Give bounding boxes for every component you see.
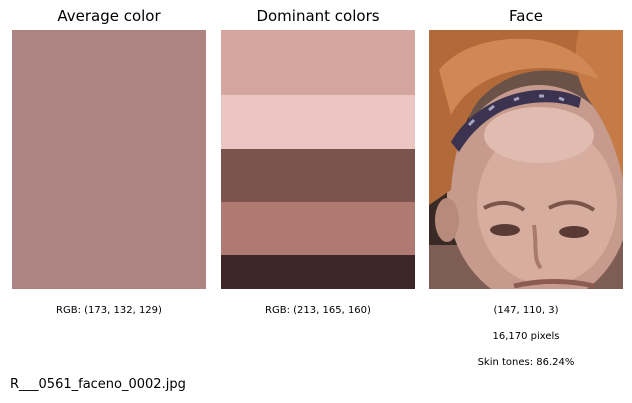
dominant-colors-title: Dominant colors [256,7,380,25]
dominant-color-band [221,202,415,255]
dominant-color-band [221,255,415,289]
dominant-colors-stack [221,30,415,289]
face-pixel-count: 16,170 pixels [492,331,560,342]
average-color-swatch [12,30,206,289]
skin-tones-percentage: Skin tones: 86.24% [477,357,575,368]
dominant-color-band [221,30,415,95]
average-color-rgb: RGB: (173, 132, 129) [56,305,162,316]
dominant-colors-rgb: RGB: (213, 165, 160) [265,305,371,316]
face-title: Face [509,7,543,25]
dominant-color-band [221,95,415,149]
average-color-title: Average color [57,7,161,25]
dominant-color-band [221,149,415,202]
image-filename: R___0561_faceno_0002.jpg [10,377,186,392]
face-image [429,30,623,289]
face-color-value: (147, 110, 3) [493,305,559,316]
